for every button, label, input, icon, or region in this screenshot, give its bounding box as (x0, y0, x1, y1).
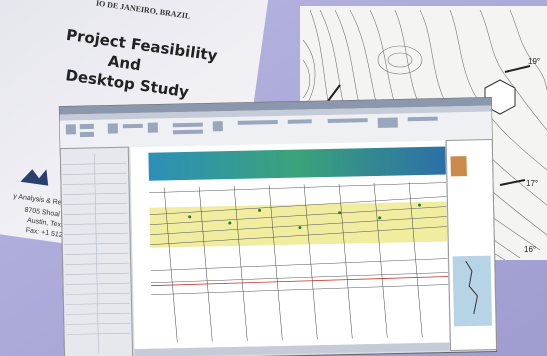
legend-swatch (450, 156, 467, 177)
inset-map (452, 255, 493, 327)
red-line (151, 276, 449, 287)
ribbon-icons (65, 116, 438, 138)
inset-route (465, 260, 478, 315)
map-arrow (504, 65, 531, 73)
points (188, 203, 422, 230)
map-label: 19° (528, 57, 540, 66)
logo (20, 169, 49, 186)
profile-lines (149, 182, 449, 295)
menu-tabs (59, 105, 492, 121)
title-bar (59, 97, 492, 115)
panel-rows (62, 153, 131, 354)
map-label: 17° (526, 179, 538, 188)
software-screenshot (58, 97, 498, 356)
doc-title: And (107, 52, 142, 74)
map-label: 16° (524, 245, 536, 254)
elevation-band (148, 146, 446, 181)
map-arrow (499, 179, 526, 186)
status-bar (134, 342, 450, 356)
profile-band (149, 201, 448, 248)
station-lines (163, 182, 423, 343)
